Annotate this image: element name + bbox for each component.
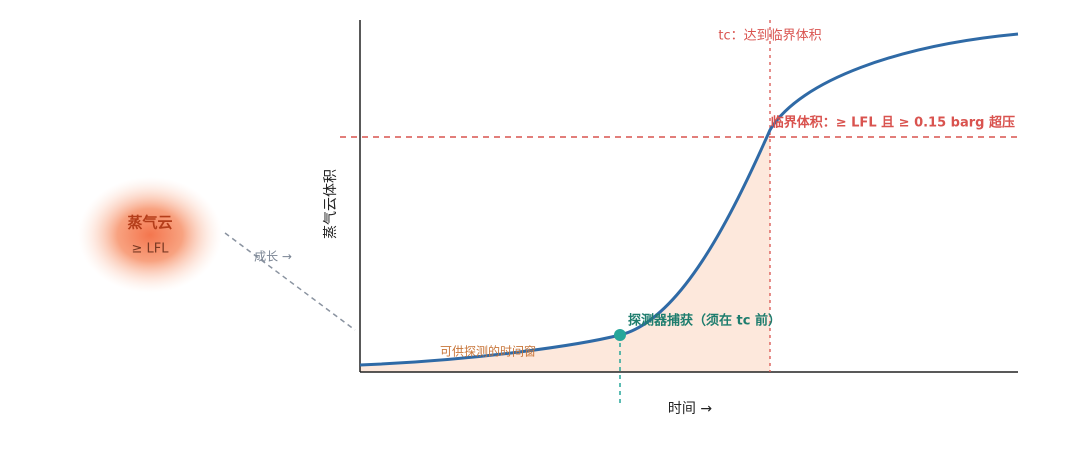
tc-label: tc：达到临界体积 xyxy=(718,29,821,44)
cloud-subtitle: ≥ LFL xyxy=(132,242,170,257)
growth-label: 成长 → xyxy=(254,250,292,264)
window-label: 可供探测的时间窗 xyxy=(440,344,536,359)
vapor-cloud xyxy=(78,177,222,293)
growth-line xyxy=(224,232,356,331)
x-axis-label: 时间 → xyxy=(668,401,712,417)
detect-point xyxy=(614,329,626,341)
detect-label: 探测器捕获（须在 tc 前） xyxy=(628,313,781,329)
y-axis-label: 蒸气云体积 xyxy=(323,169,339,239)
growth-curve xyxy=(359,32,1019,367)
detect-window-area xyxy=(360,130,770,372)
critical-label: 临界体积：≥ LFL 且 ≥ 0.15 barg 超压 xyxy=(771,115,1015,131)
cloud-title: 蒸气云 xyxy=(127,214,172,232)
